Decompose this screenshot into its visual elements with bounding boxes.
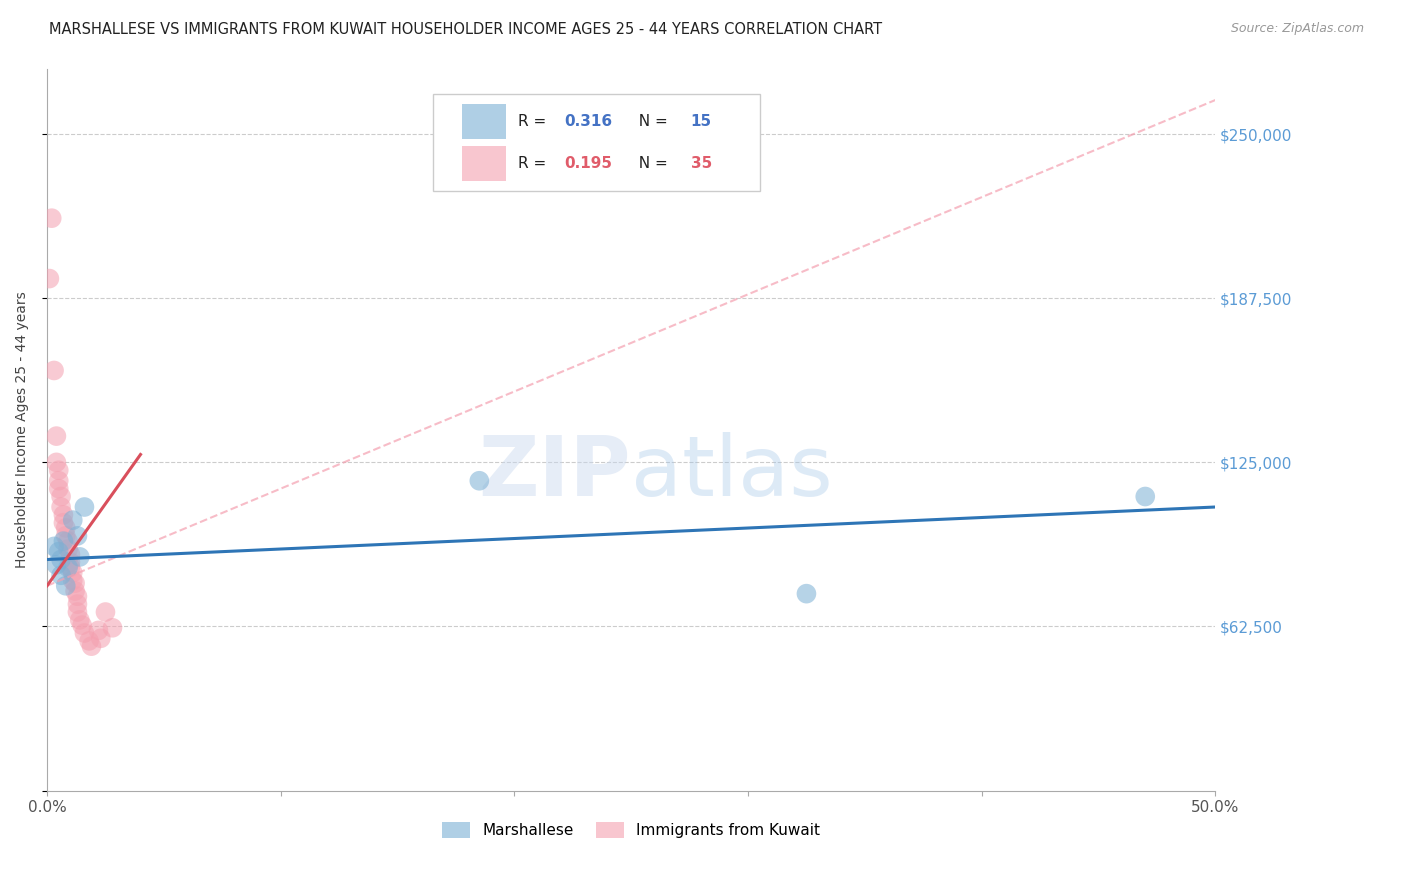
Point <box>468 474 491 488</box>
Point <box>49 500 72 514</box>
Point <box>796 587 818 601</box>
Point <box>62 566 84 580</box>
Text: 0.195: 0.195 <box>565 156 613 170</box>
Text: atlas: atlas <box>631 433 832 514</box>
Point <box>73 626 96 640</box>
Point <box>66 589 89 603</box>
Point <box>52 534 75 549</box>
Text: 0.316: 0.316 <box>565 114 613 129</box>
Text: ZIP: ZIP <box>478 433 631 514</box>
Point <box>66 597 89 611</box>
Text: N =: N = <box>628 114 672 129</box>
Point <box>87 624 110 638</box>
Text: Source: ZipAtlas.com: Source: ZipAtlas.com <box>1230 22 1364 36</box>
Text: N =: N = <box>628 156 672 170</box>
Point <box>49 552 72 566</box>
Point <box>70 618 93 632</box>
Point <box>56 534 79 549</box>
Text: 15: 15 <box>690 114 711 129</box>
Point <box>45 455 67 469</box>
Y-axis label: Householder Income Ages 25 - 44 years: Householder Income Ages 25 - 44 years <box>15 291 30 568</box>
Point <box>48 544 70 558</box>
Point <box>77 634 100 648</box>
Point <box>55 579 77 593</box>
Point <box>94 605 117 619</box>
Point <box>52 508 75 522</box>
Point <box>48 482 70 496</box>
Bar <box>461 146 506 180</box>
Point <box>49 490 72 504</box>
Point <box>59 555 82 569</box>
Point <box>59 547 82 561</box>
Point <box>66 529 89 543</box>
Text: R =: R = <box>517 156 551 170</box>
FancyBboxPatch shape <box>433 94 759 191</box>
Point <box>55 521 77 535</box>
Point <box>52 516 75 530</box>
Point <box>59 560 82 574</box>
Point <box>41 211 63 226</box>
Point <box>56 560 79 574</box>
Point <box>62 513 84 527</box>
Point <box>38 271 60 285</box>
Bar <box>461 104 506 139</box>
Text: 35: 35 <box>690 156 711 170</box>
Point <box>48 474 70 488</box>
Point <box>69 549 91 564</box>
Point <box>63 576 86 591</box>
Point <box>45 558 67 572</box>
Point <box>55 529 77 543</box>
Point <box>90 632 112 646</box>
Point <box>48 463 70 477</box>
Point <box>49 568 72 582</box>
Point <box>45 429 67 443</box>
Point <box>73 500 96 514</box>
Point <box>69 613 91 627</box>
Point <box>42 363 65 377</box>
Text: R =: R = <box>517 114 551 129</box>
Point <box>101 621 124 635</box>
Point <box>63 584 86 599</box>
Point <box>62 574 84 588</box>
Point <box>1135 490 1157 504</box>
Point <box>80 639 103 653</box>
Point <box>42 540 65 554</box>
Legend: Marshallese, Immigrants from Kuwait: Marshallese, Immigrants from Kuwait <box>436 816 827 845</box>
Text: MARSHALLESE VS IMMIGRANTS FROM KUWAIT HOUSEHOLDER INCOME AGES 25 - 44 YEARS CORR: MARSHALLESE VS IMMIGRANTS FROM KUWAIT HO… <box>49 22 883 37</box>
Point <box>66 605 89 619</box>
Point <box>56 541 79 556</box>
